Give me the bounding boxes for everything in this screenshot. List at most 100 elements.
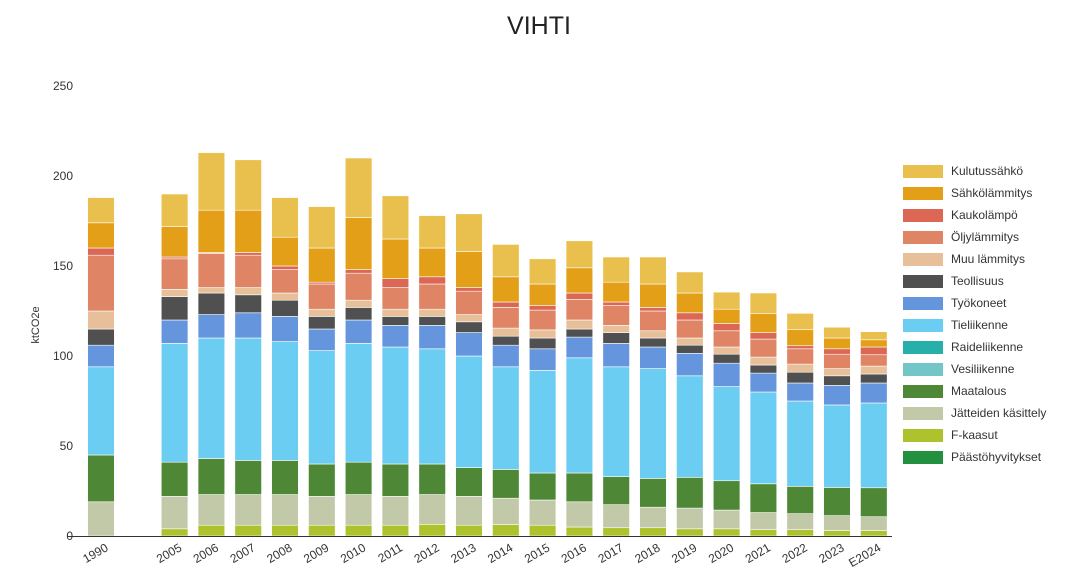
- bar-segment-s-hk-l-mmitys: [786, 329, 814, 347]
- bar-segment-s-hk-l-mmitys: [860, 339, 888, 348]
- bar-segment-ty-koneet: [234, 312, 262, 339]
- bar-segment-kulutuss-hk-: [786, 313, 814, 331]
- x-tick-label: E2024: [846, 540, 883, 570]
- bar-segment-ty-koneet: [749, 372, 778, 393]
- bar-segment-muu-l-mmitys: [639, 330, 667, 339]
- legend-swatch: [903, 296, 943, 310]
- legend-item[interactable]: Muu lämmitys: [903, 248, 1046, 270]
- bar-segment-f-kaasut: [418, 523, 446, 537]
- legend-swatch: [903, 252, 943, 266]
- bar-segment--ljyl-mmitys: [455, 290, 483, 315]
- bar-segment-f-kaasut: [381, 524, 410, 537]
- bar-segment-j-tteiden-k-sittely: [860, 516, 888, 531]
- bar-segment-maatalous: [418, 463, 446, 495]
- bar-segment-ty-koneet: [565, 336, 594, 359]
- y-tick-label: 50: [60, 439, 74, 453]
- bar-segment-ty-koneet: [492, 344, 520, 368]
- bar-segment-tieliikenne: [160, 343, 189, 463]
- legend-label: Maatalous: [951, 384, 1007, 398]
- bar-segment-muu-l-mmitys: [455, 314, 483, 323]
- bar-segment-kaukol-mp-: [344, 269, 373, 274]
- bar-segment-muu-l-mmitys: [381, 308, 410, 317]
- bar-segment-kaukol-mp-: [676, 312, 704, 321]
- bar-segment-tieliikenne: [455, 355, 483, 468]
- legend-item[interactable]: Kulutussähkö: [903, 160, 1046, 182]
- bar-segment-maatalous: [860, 487, 888, 518]
- bar-segment-f-kaasut: [160, 528, 189, 537]
- x-tick-label: 2016: [559, 540, 589, 566]
- x-tick-label: 2006: [191, 540, 221, 566]
- bar-segment-kulutuss-hk-: [712, 291, 741, 310]
- bar-segment-kaukol-mp-: [639, 307, 667, 312]
- bar-segment-kaukol-mp-: [860, 346, 888, 356]
- bar-segment-f-kaasut: [639, 527, 667, 537]
- bar-segment-f-kaasut: [344, 524, 373, 537]
- bar-segment-maatalous: [271, 460, 299, 495]
- legend-item[interactable]: Raideliikenne: [903, 336, 1046, 358]
- bar-segment-f-kaasut: [197, 524, 226, 537]
- bar-segment-muu-l-mmitys: [823, 368, 851, 377]
- bar-segment-maatalous: [344, 461, 373, 495]
- bar-segment-j-tteiden-k-sittely: [676, 507, 704, 530]
- bar-segment-kulutuss-hk-: [749, 292, 778, 314]
- bar-segment-muu-l-mmitys: [749, 356, 778, 366]
- legend-swatch: [903, 208, 943, 222]
- bar-segment-kulutuss-hk-: [234, 159, 262, 211]
- legend-item[interactable]: Jätteiden käsittely: [903, 402, 1046, 424]
- x-tick-label: 2012: [412, 540, 442, 566]
- bar-segment-teollisuus: [602, 332, 630, 344]
- legend-item[interactable]: Vesiliikenne: [903, 358, 1046, 380]
- bar-segment-j-tteiden-k-sittely: [271, 494, 299, 526]
- bar-segment-muu-l-mmitys: [786, 363, 814, 373]
- legend-label: Vesiliikenne: [951, 362, 1015, 376]
- bar-segment-ty-koneet: [197, 314, 226, 339]
- bar-segment-j-tteiden-k-sittely: [344, 494, 373, 526]
- bar-segment-f-kaasut: [308, 524, 336, 537]
- bar-segment--ljyl-mmitys: [271, 269, 299, 294]
- bar-segment-tieliikenne: [749, 391, 778, 485]
- bar-segment-maatalous: [528, 472, 557, 501]
- bar-segment-maatalous: [786, 486, 814, 514]
- bar-segment-muu-l-mmitys: [492, 327, 520, 337]
- legend-item[interactable]: Sähkölämmitys: [903, 182, 1046, 204]
- bar-segment-teollisuus: [87, 328, 115, 346]
- bar-segment-kaukol-mp-: [565, 292, 594, 300]
- bar-segment--ljyl-mmitys: [786, 348, 814, 365]
- bar-segment-teollisuus: [308, 316, 336, 330]
- bar-segment--ljyl-mmitys: [676, 319, 704, 339]
- bar-segment--ljyl-mmitys: [528, 309, 557, 331]
- legend-swatch: [903, 384, 943, 398]
- bar-segment-maatalous: [308, 463, 336, 497]
- bar-segment-kulutuss-hk-: [308, 206, 336, 249]
- bar-segment-maatalous: [602, 476, 630, 505]
- legend-swatch: [903, 230, 943, 244]
- bar-segment-s-hk-l-mmitys: [234, 209, 262, 253]
- bar-segment-tieliikenne: [676, 375, 704, 478]
- x-tick-label: 1990: [80, 540, 110, 566]
- legend-item[interactable]: Maatalous: [903, 380, 1046, 402]
- legend-item[interactable]: Työkoneet: [903, 292, 1046, 314]
- bar-segment-maatalous: [492, 469, 520, 499]
- bar-segment-muu-l-mmitys: [271, 292, 299, 301]
- legend-item[interactable]: F-kaasut: [903, 424, 1046, 446]
- x-tick-label: 2009: [301, 540, 331, 566]
- bar-segment-teollisuus: [565, 328, 594, 338]
- legend-swatch: [903, 362, 943, 376]
- bar-segment--ljyl-mmitys: [344, 272, 373, 301]
- x-tick-label: 2021: [743, 540, 773, 566]
- bar-segment--ljyl-mmitys: [308, 283, 336, 310]
- bar-segment-muu-l-mmitys: [418, 308, 446, 317]
- bar-segment-maatalous: [455, 467, 483, 497]
- legend-item[interactable]: Päästöhyvitykset: [903, 446, 1046, 468]
- bar-segment-kaukol-mp-: [749, 332, 778, 340]
- legend-item[interactable]: Öljylämmitys: [903, 226, 1046, 248]
- bar-segment-teollisuus: [197, 292, 226, 315]
- legend-item[interactable]: Tieliikenne: [903, 314, 1046, 336]
- legend-item[interactable]: Teollisuus: [903, 270, 1046, 292]
- bar-segment-tieliikenne: [308, 350, 336, 465]
- legend-item[interactable]: Kaukolämpö: [903, 204, 1046, 226]
- legend-swatch: [903, 450, 943, 464]
- bar-segment-j-tteiden-k-sittely: [786, 513, 814, 530]
- bar-segment-tieliikenne: [639, 368, 667, 479]
- bar-segment-s-hk-l-mmitys: [271, 236, 299, 267]
